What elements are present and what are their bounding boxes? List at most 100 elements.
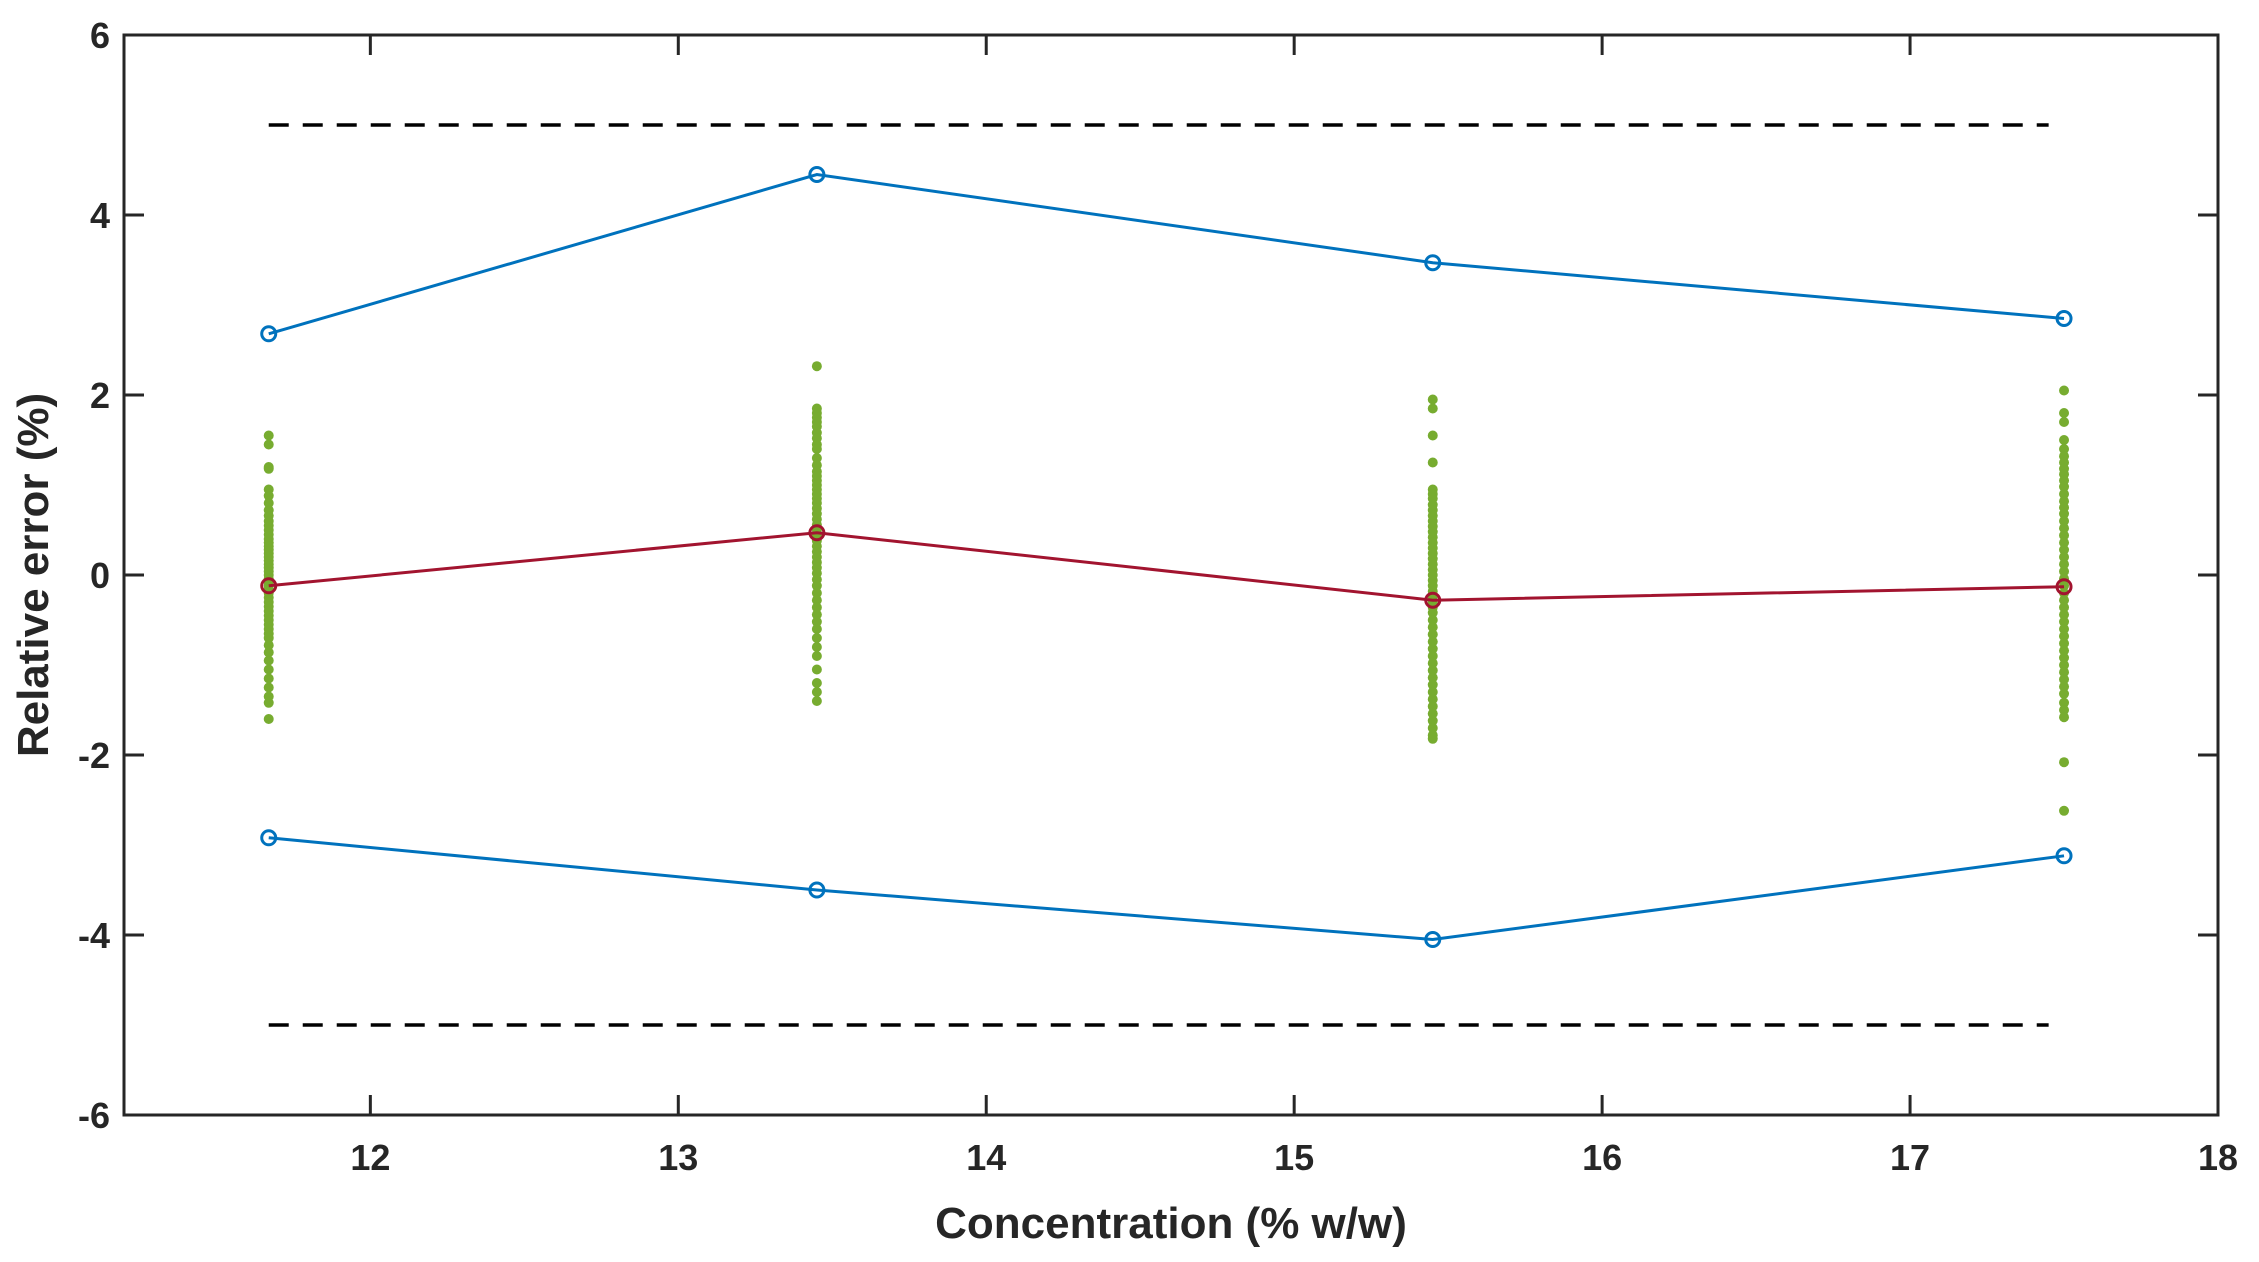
- measurement-point: [1427, 672, 1438, 683]
- measurement-point: [1427, 615, 1438, 625]
- measurement-point: [1427, 651, 1438, 661]
- measurement-point: [2059, 645, 2070, 656]
- x-axis-title: Concentration (% w/w): [935, 1199, 1407, 1248]
- measurement-point: [2059, 523, 2070, 534]
- measurement-point: [263, 664, 274, 675]
- measurement-point: [811, 444, 822, 454]
- x-tick-label: 15: [1274, 1137, 1314, 1178]
- measurement-point: [1427, 708, 1438, 719]
- measurement-point: [1427, 636, 1438, 647]
- measurement-point: [2059, 559, 2070, 570]
- measurement-point: [811, 624, 822, 634]
- measurement-point: [2059, 705, 2070, 715]
- measurement-point: [263, 430, 274, 441]
- measurement-point: [2059, 638, 2070, 649]
- measurement-point: [2059, 516, 2070, 526]
- measurement-point: [1427, 629, 1438, 640]
- measurement-point: [2059, 595, 2070, 606]
- measurement-point: [1427, 607, 1438, 618]
- y-tick-label: 2: [90, 375, 110, 416]
- measurement-point: [1427, 694, 1438, 705]
- series-marker: [808, 881, 826, 899]
- measurement-point: [2059, 530, 2070, 541]
- measurement-point: [2059, 674, 2070, 685]
- series-line: [268, 531, 2065, 602]
- measurement-point: [811, 588, 822, 598]
- measurement-point: [2059, 408, 2070, 418]
- measurement-point: [2059, 481, 2070, 492]
- measurement-point: [2059, 544, 2070, 555]
- measurement-point: [811, 687, 822, 697]
- measurement-point: [2059, 712, 2070, 723]
- series-marker: [808, 524, 826, 542]
- y-tick-label: -6: [78, 1095, 110, 1136]
- measurement-point: [263, 714, 274, 724]
- measurement-point: [811, 651, 822, 661]
- measurement-point: [1427, 733, 1438, 744]
- series-marker: [1424, 254, 1442, 272]
- x-tick-label: 12: [350, 1137, 390, 1178]
- measurement-point: [2059, 631, 2070, 642]
- measurement-point: [1427, 723, 1438, 733]
- y-axis-title: Relative error (%): [9, 393, 58, 757]
- y-tick-label: -4: [78, 915, 110, 956]
- x-tick-label: 13: [658, 1137, 698, 1178]
- measurement-point: [2059, 688, 2070, 699]
- measurement-point: [1427, 687, 1438, 697]
- measurement-point: [2059, 609, 2070, 620]
- series-marker: [260, 577, 278, 595]
- y-tick-label: -2: [78, 735, 110, 776]
- measurement-point: [1427, 622, 1438, 633]
- measurement-point: [2059, 435, 2070, 445]
- measurement-point: [2059, 580, 2070, 591]
- series-line: [268, 172, 2065, 336]
- measurement-point: [263, 640, 274, 651]
- measurement-point: [2059, 624, 2070, 634]
- measurement-point: [811, 696, 822, 706]
- measurement-point: [2059, 489, 2070, 499]
- measurement-point: [811, 453, 822, 463]
- series-marker: [2055, 578, 2073, 596]
- measurement-point: [2059, 697, 2070, 708]
- measurement-point: [1427, 679, 1438, 690]
- measurement-point: [2059, 552, 2070, 562]
- measurement-point: [2059, 537, 2070, 548]
- x-tick-label: 17: [1890, 1137, 1930, 1178]
- measurement-point: [811, 609, 822, 620]
- measurement-point: [2059, 602, 2070, 613]
- series-marker: [2055, 310, 2073, 327]
- measurement-point: [811, 633, 822, 643]
- measurement-point: [811, 602, 822, 613]
- measurement-point: [2059, 444, 2070, 454]
- series-marker: [1424, 591, 1442, 609]
- measurement-point: [1427, 715, 1438, 726]
- measurement-point: [811, 595, 822, 606]
- measurement-point: [1427, 643, 1438, 654]
- x-tick-label: 18: [2198, 1137, 2238, 1178]
- axis-ticks: 12 13 14 15 16 17 18 -6 -4 -2 0 2 4 6: [78, 15, 2238, 1178]
- measurement-point: [1427, 394, 1438, 405]
- x-tick-label: 16: [1582, 1137, 1622, 1178]
- measurement-point: [1427, 701, 1438, 712]
- measurement-point: [263, 682, 274, 693]
- series-line: [268, 836, 2065, 942]
- series-marker: [1424, 931, 1442, 948]
- measurement-point: [811, 580, 822, 591]
- series-marker: [2055, 847, 2073, 865]
- measurement-point: [811, 616, 822, 627]
- series-marker: [808, 166, 826, 183]
- measurement-point: [2059, 417, 2070, 427]
- measurement-point: [2059, 508, 2070, 519]
- measurement-point: [2059, 616, 2070, 627]
- y-tick-label: 6: [90, 15, 110, 56]
- measurement-point: [263, 647, 274, 658]
- measurement-point: [2059, 681, 2070, 692]
- measurement-point: [1427, 403, 1438, 414]
- measurement-point: [1427, 665, 1438, 676]
- measurement-point: [263, 498, 274, 508]
- measurement-point: [263, 490, 274, 501]
- measurement-point: [2059, 652, 2070, 663]
- measurement-point: [1427, 430, 1438, 441]
